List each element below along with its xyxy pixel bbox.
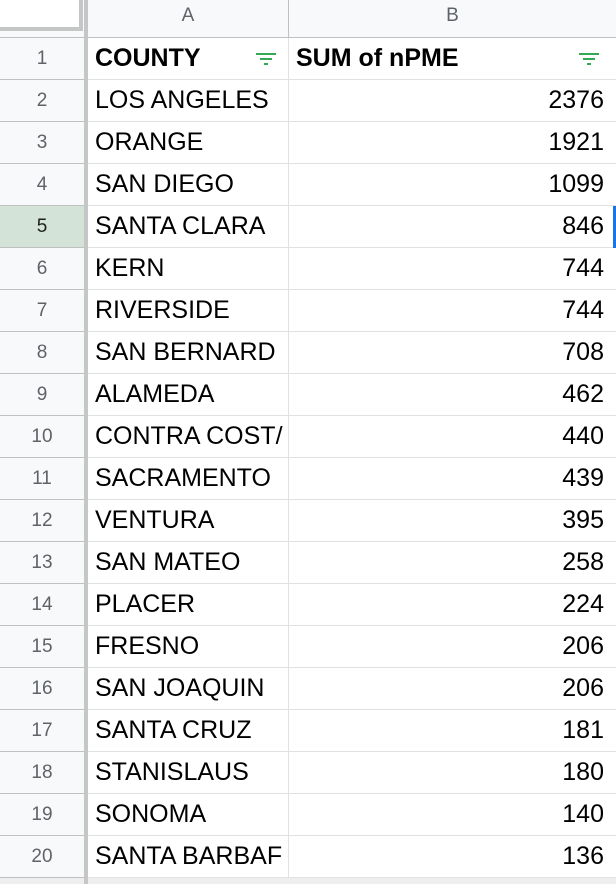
- table-row: CONTRA COST/440: [88, 416, 616, 458]
- cell-sum[interactable]: 181: [562, 716, 604, 744]
- cell-sum[interactable]: 440: [562, 422, 604, 450]
- grid-bottom-edge: [0, 878, 616, 884]
- filter-icon[interactable]: [577, 50, 601, 68]
- cell-county[interactable]: FRESNO: [88, 626, 289, 667]
- table-row: PLACER 224: [88, 584, 616, 626]
- table-row: LOS ANGELES 2376: [88, 80, 616, 122]
- cell-county[interactable]: RIVERSIDE: [88, 290, 289, 331]
- cell-sum[interactable]: 395: [562, 506, 604, 534]
- county-header-label: COUNTY: [95, 44, 201, 72]
- table-row: ALAMEDA 462: [88, 374, 616, 416]
- cell-sum[interactable]: 140: [562, 800, 604, 828]
- cell-county[interactable]: STANISLAUS: [88, 752, 289, 793]
- cell-sum[interactable]: 744: [562, 254, 604, 282]
- cell-sum[interactable]: 1099: [548, 170, 604, 198]
- filter-icon[interactable]: [254, 50, 278, 68]
- row-header-19[interactable]: 19: [0, 794, 84, 836]
- row-header-20[interactable]: 20: [0, 836, 84, 878]
- column-header-row: A B: [0, 0, 616, 38]
- table-row: SAN DIEGO 1099: [88, 164, 616, 206]
- row-header-1[interactable]: 1: [0, 38, 84, 80]
- cell-sum[interactable]: 206: [562, 632, 604, 660]
- row-header-9[interactable]: 9: [0, 374, 84, 416]
- table-row: SANTA BARBAF 136: [88, 836, 616, 878]
- active-cell-border: [613, 206, 616, 248]
- cell-sum[interactable]: 224: [562, 590, 604, 618]
- table-row: KERN 744: [88, 248, 616, 290]
- cell-county[interactable]: CONTRA COST/: [88, 416, 289, 457]
- table-row: SAN BERNARD 708: [88, 332, 616, 374]
- cell-sum[interactable]: 462: [562, 380, 604, 408]
- cell-county[interactable]: PLACER: [88, 584, 289, 625]
- row-header-10[interactable]: 10: [0, 416, 84, 458]
- cell-sum[interactable]: 846: [562, 212, 604, 240]
- cell-county[interactable]: SANTA BARBAF: [88, 836, 289, 877]
- row-header-13[interactable]: 13: [0, 542, 84, 584]
- cell-sum[interactable]: 708: [562, 338, 604, 366]
- frozen-column-divider[interactable]: [84, 0, 88, 884]
- table-row: FRESNO 206: [88, 626, 616, 668]
- sum-header-label: SUM of nPME: [296, 44, 459, 72]
- cell-county[interactable]: SAN DIEGO: [88, 164, 289, 205]
- cell-county[interactable]: SAN MATEO: [88, 542, 289, 583]
- row-header-12[interactable]: 12: [0, 500, 84, 542]
- cell-county[interactable]: ORANGE: [88, 122, 289, 163]
- cell-sum[interactable]: 2376: [548, 86, 604, 114]
- table-row: STANISLAUS 180: [88, 752, 616, 794]
- table-row: SANTA CRUZ 181: [88, 710, 616, 752]
- select-all-corner[interactable]: [0, 0, 83, 31]
- cell-sum[interactable]: 136: [562, 842, 604, 870]
- row-header-8[interactable]: 8: [0, 332, 84, 374]
- row-header-5[interactable]: 5: [0, 206, 84, 248]
- row-header-17[interactable]: 17: [0, 710, 84, 752]
- row-header-18[interactable]: 18: [0, 752, 84, 794]
- cell-grid: COUNTY SUM of nPME LOS ANGELES 2376 ORANGE…: [88, 38, 616, 878]
- row-header-15[interactable]: 15: [0, 626, 84, 668]
- table-row: SAN JOAQUIN 206: [88, 668, 616, 710]
- cell-county-header[interactable]: COUNTY: [88, 38, 289, 79]
- cell-county[interactable]: SAN BERNARD: [88, 332, 289, 373]
- cell-county[interactable]: KERN: [88, 248, 289, 289]
- cell-county[interactable]: SONOMA: [88, 794, 289, 835]
- column-header-a[interactable]: A: [88, 0, 289, 38]
- cell-county[interactable]: SANTA CRUZ: [88, 710, 289, 751]
- cell-sum[interactable]: 1921: [548, 128, 604, 156]
- row-header-6[interactable]: 6: [0, 248, 84, 290]
- row-header-16[interactable]: 16: [0, 668, 84, 710]
- table-row: SAN MATEO 258: [88, 542, 616, 584]
- cell-county[interactable]: SACRAMENTO: [88, 458, 289, 499]
- cell-county[interactable]: ALAMEDA: [88, 374, 289, 415]
- cell-county[interactable]: SAN JOAQUIN: [88, 668, 289, 709]
- cell-county[interactable]: SANTA CLARA: [88, 206, 289, 247]
- cell-sum[interactable]: 439: [562, 464, 604, 492]
- row-header-3[interactable]: 3: [0, 122, 84, 164]
- table-row: SACRAMENTO 439: [88, 458, 616, 500]
- header-row: COUNTY SUM of nPME: [88, 38, 616, 80]
- cell-sum-header[interactable]: SUM of nPME: [289, 38, 616, 79]
- cell-sum[interactable]: 180: [562, 758, 604, 786]
- cell-county[interactable]: VENTURA: [88, 500, 289, 541]
- cell-sum[interactable]: 744: [562, 296, 604, 324]
- cell-sum[interactable]: 206: [562, 674, 604, 702]
- table-row: SANTA CLARA 846: [88, 206, 616, 248]
- row-header-7[interactable]: 7: [0, 290, 84, 332]
- table-row: RIVERSIDE 744: [88, 290, 616, 332]
- column-header-b[interactable]: B: [446, 5, 459, 26]
- table-row: ORANGE 1921: [88, 122, 616, 164]
- cell-sum[interactable]: 258: [562, 548, 604, 576]
- table-row: SONOMA 140: [88, 794, 616, 836]
- cell-county[interactable]: LOS ANGELES: [88, 80, 289, 121]
- row-header-2[interactable]: 2: [0, 80, 84, 122]
- row-header-11[interactable]: 11: [0, 458, 84, 500]
- row-header-14[interactable]: 14: [0, 584, 84, 626]
- row-header-4[interactable]: 4: [0, 164, 84, 206]
- table-row: VENTURA 395: [88, 500, 616, 542]
